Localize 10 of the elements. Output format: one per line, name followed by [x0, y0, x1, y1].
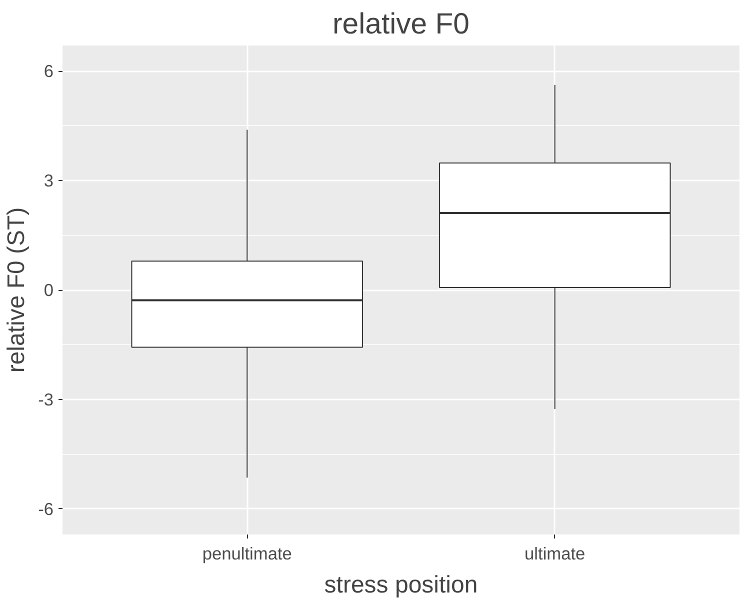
x-tick-label: ultimate [524, 544, 586, 564]
y-tick-label: -6 [38, 498, 54, 519]
y-axis-title: relative F0 (ST) [3, 207, 30, 373]
y-tick-label: 3 [44, 170, 54, 191]
chart-title: relative F0 [332, 8, 470, 40]
y-tick-label: -3 [38, 389, 54, 410]
x-tick-label: penultimate [202, 544, 292, 564]
y-tick-label: 0 [44, 280, 54, 300]
x-axis-title: stress position [324, 572, 478, 598]
y-tick-label: 6 [44, 61, 54, 82]
